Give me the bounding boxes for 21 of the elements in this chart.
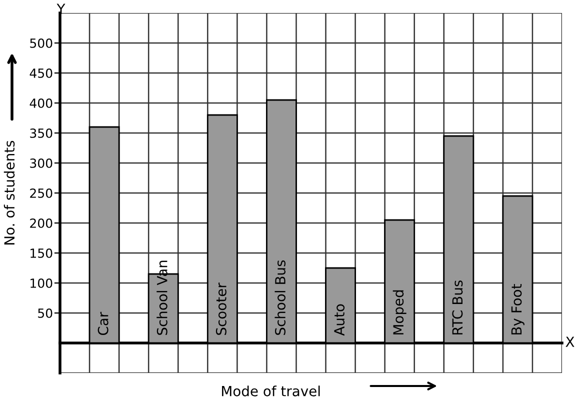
x-tick-label: Scooter (216, 282, 226, 335)
y-tick-label: 500 (30, 38, 52, 48)
y-tick-label: 450 (30, 68, 52, 78)
y-tick-label: 400 (30, 98, 52, 108)
x-tick-label: School Van (156, 260, 168, 335)
x-tick-label: Car (98, 312, 108, 336)
x-tick-label: Auto (334, 304, 345, 336)
y-tick-label: 300 (30, 158, 52, 168)
y-tick-label: 350 (30, 128, 52, 138)
text: X (566, 336, 574, 347)
x-tick-label: RTC Bus (452, 280, 463, 334)
x-tick-label: School Bus (274, 260, 286, 335)
y-tick-label: 150 (30, 248, 52, 258)
y-tick-label: 50 (38, 308, 52, 318)
y-tick-label: 100 (30, 278, 52, 288)
x-axis-title: Mode of travel (222, 386, 320, 396)
x-tick-label: By Foot (511, 284, 524, 334)
y-axis-title: No. of students (4, 140, 15, 244)
y-tick-label: 250 (30, 188, 52, 198)
y-tick-label: 200 (30, 218, 52, 228)
x-tick-label: Moped (392, 290, 406, 334)
